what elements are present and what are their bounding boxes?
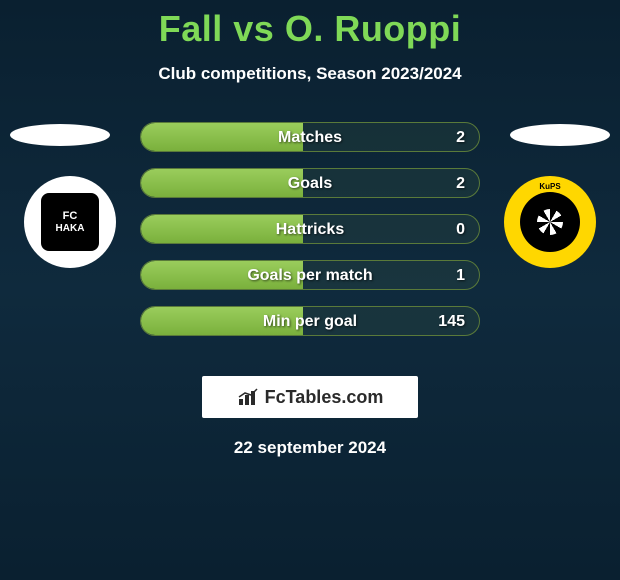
kups-text: KuPS <box>539 182 560 191</box>
ellipse-left <box>10 124 110 146</box>
stat-value: 1 <box>456 261 465 290</box>
haka-logo-icon: FCHAKA <box>41 193 99 251</box>
page-title: Fall vs O. Ruoppi <box>0 0 620 50</box>
stat-row-goals: Goals 2 <box>140 168 480 198</box>
stat-label: Matches <box>141 123 479 152</box>
kups-logo-icon <box>520 192 580 252</box>
player2-name: O. Ruoppi <box>285 8 461 49</box>
subtitle: Club competitions, Season 2023/2024 <box>0 64 620 84</box>
stat-value: 145 <box>438 307 465 336</box>
player1-name: Fall <box>159 8 223 49</box>
stat-row-hattricks: Hattricks 0 <box>140 214 480 244</box>
brand-box: FcTables.com <box>202 376 418 418</box>
stat-label: Goals per match <box>141 261 479 290</box>
date-text: 22 september 2024 <box>0 438 620 458</box>
stat-value: 2 <box>456 123 465 152</box>
stat-value: 2 <box>456 169 465 198</box>
ellipse-right <box>510 124 610 146</box>
stat-label: Goals <box>141 169 479 198</box>
soccer-ball-icon <box>537 209 563 235</box>
team-left-badge: FCHAKA <box>24 176 116 268</box>
team-right-badge: KuPS <box>504 176 596 268</box>
stat-row-matches: Matches 2 <box>140 122 480 152</box>
brand-name: FcTables.com <box>265 387 384 408</box>
stat-row-min-per-goal: Min per goal 145 <box>140 306 480 336</box>
stat-label: Min per goal <box>141 307 479 336</box>
chart-icon <box>237 387 261 407</box>
stats-list: Matches 2 Goals 2 Hattricks 0 Goals per … <box>140 122 480 352</box>
stat-value: 0 <box>456 215 465 244</box>
vs-text: vs <box>233 8 274 49</box>
stat-row-goals-per-match: Goals per match 1 <box>140 260 480 290</box>
stat-label: Hattricks <box>141 215 479 244</box>
comparison-area: FCHAKA KuPS Matches 2 Goals 2 Hattricks … <box>0 122 620 352</box>
